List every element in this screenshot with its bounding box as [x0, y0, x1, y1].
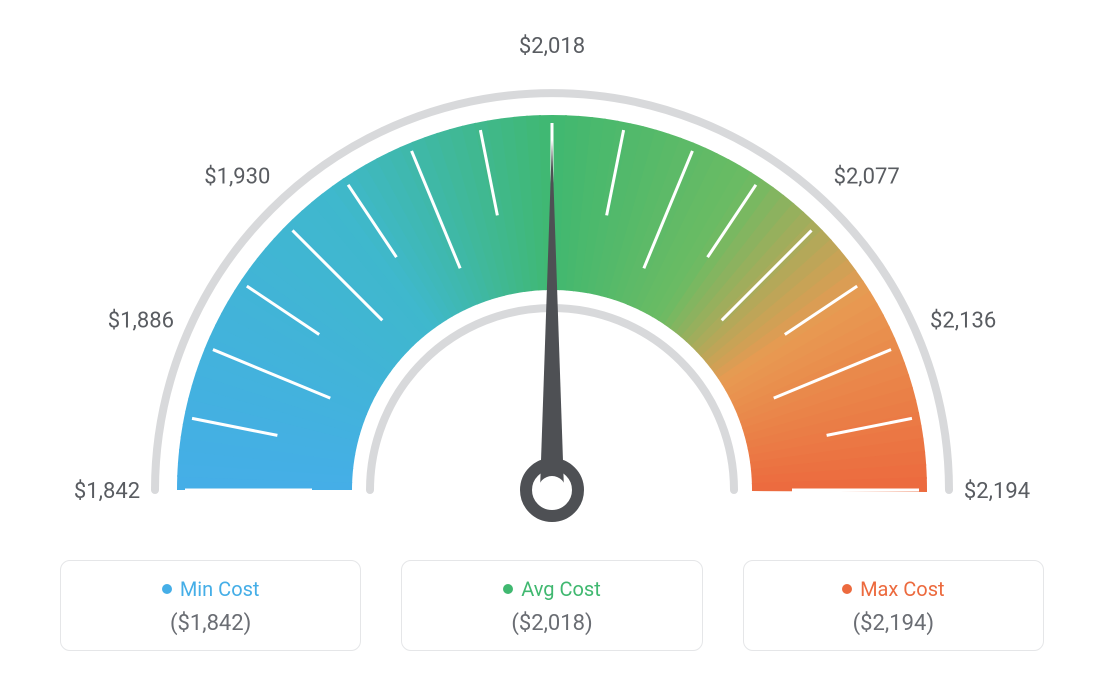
min-cost-value: ($1,842): [61, 611, 360, 636]
min-cost-label: Min Cost: [180, 577, 260, 601]
svg-text:$2,136: $2,136: [930, 309, 996, 334]
avg-cost-value: ($2,018): [402, 611, 701, 636]
avg-cost-card: Avg Cost ($2,018): [401, 560, 702, 651]
svg-text:$2,194: $2,194: [964, 479, 1030, 504]
dot-icon: [842, 584, 852, 594]
svg-text:$2,018: $2,018: [519, 34, 585, 59]
min-cost-card: Min Cost ($1,842): [60, 560, 361, 651]
svg-text:$2,077: $2,077: [834, 164, 900, 189]
max-cost-card: Max Cost ($2,194): [743, 560, 1044, 651]
svg-text:$1,930: $1,930: [204, 164, 270, 189]
gauge-chart: $1,842 $1,886 $1,930 $2,018 $2,077 $2,136 $2,1…: [0, 0, 1104, 560]
max-cost-value: ($2,194): [744, 611, 1043, 636]
max-cost-label: Max Cost: [860, 577, 945, 601]
svg-text:$1,842: $1,842: [74, 479, 140, 504]
avg-cost-label: Avg Cost: [521, 577, 601, 601]
svg-text:$1,886: $1,886: [108, 309, 174, 334]
cost-cards-row: Min Cost ($1,842) Avg Cost ($2,018) Max …: [0, 560, 1104, 651]
dot-icon: [503, 584, 513, 594]
dot-icon: [162, 584, 172, 594]
